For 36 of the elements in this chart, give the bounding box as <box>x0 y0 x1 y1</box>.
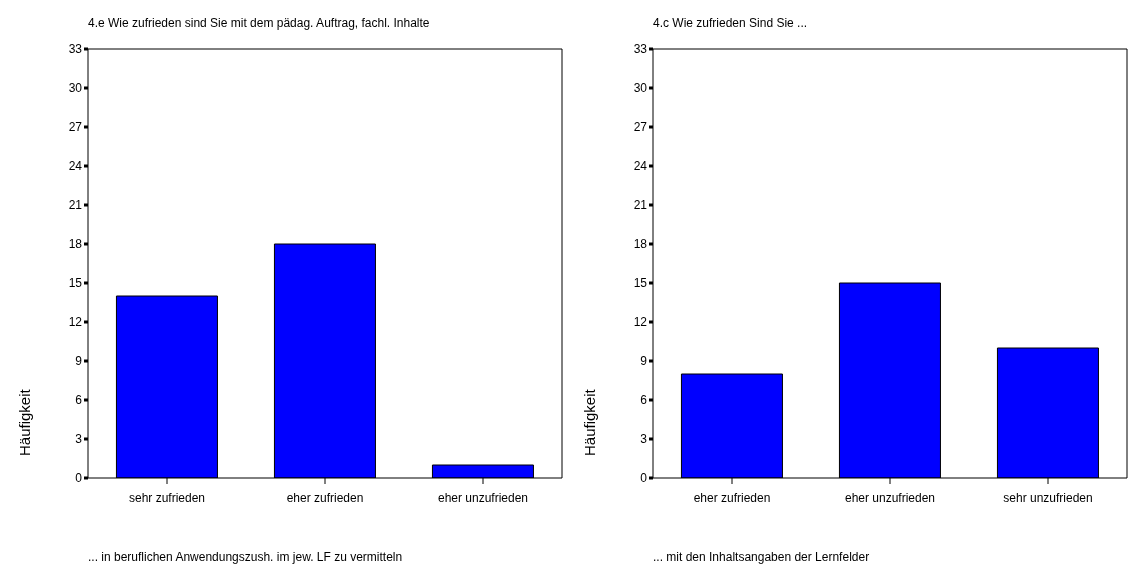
x-tick-label: sehr unzufrieden <box>1003 491 1093 505</box>
chart-title: 4.c Wie zufrieden Sind Sie ... <box>653 16 808 30</box>
text: ... in beruflichen Anwendungszush. im jew. LF zu vermitteln <box>88 550 403 564</box>
y-axis-title: Häufigkeit <box>581 388 598 456</box>
x-tick-label: sehr zufrieden <box>128 491 206 505</box>
y-tick-label: 33 <box>633 42 648 57</box>
y-tick-label: 6 <box>75 393 83 408</box>
y-tick-label: 3 <box>640 432 648 447</box>
y-tick-label: 21 <box>633 198 648 213</box>
x-tick-label: eher zufrieden <box>286 491 364 505</box>
y-tick-label: 9 <box>640 354 648 369</box>
x-tick-label: eher unzufrieden <box>844 491 936 505</box>
y-tick-label: 33 <box>68 42 83 57</box>
y-tick-label: 27 <box>633 120 648 135</box>
y-tick-label: 9 <box>75 354 83 369</box>
y-tick-label: 21 <box>68 198 83 213</box>
x-tick-label: eher unzufrieden <box>437 491 529 505</box>
y-tick-label: 18 <box>633 237 648 252</box>
y-tick-label: 12 <box>68 315 83 330</box>
x-tick-label: eher zufrieden <box>693 491 771 505</box>
y-tick-label: 6 <box>640 393 648 408</box>
y-tick-label: 27 <box>68 120 83 135</box>
y-tick-label: 30 <box>633 81 648 96</box>
y-tick-label: 3 <box>75 432 83 447</box>
y-tick-label: 15 <box>68 276 83 291</box>
y-axis-title: Häufigkeit <box>16 388 33 456</box>
y-tick-label: 24 <box>68 159 83 174</box>
y-tick-label: 30 <box>68 81 83 96</box>
chart-title: 4.e Wie zufrieden sind Sie mit dem pädag. Auftrag, fachl. Inhalte <box>88 16 430 30</box>
y-tick-label: 24 <box>633 159 648 174</box>
y-tick-label: 0 <box>640 471 648 486</box>
y-tick-label: 15 <box>633 276 648 291</box>
text: ... mit den Inhaltsangaben der Lernfelder <box>653 550 870 564</box>
y-tick-label: 0 <box>75 471 83 486</box>
y-tick-label: 18 <box>68 237 83 252</box>
y-tick-label: 12 <box>633 315 648 330</box>
